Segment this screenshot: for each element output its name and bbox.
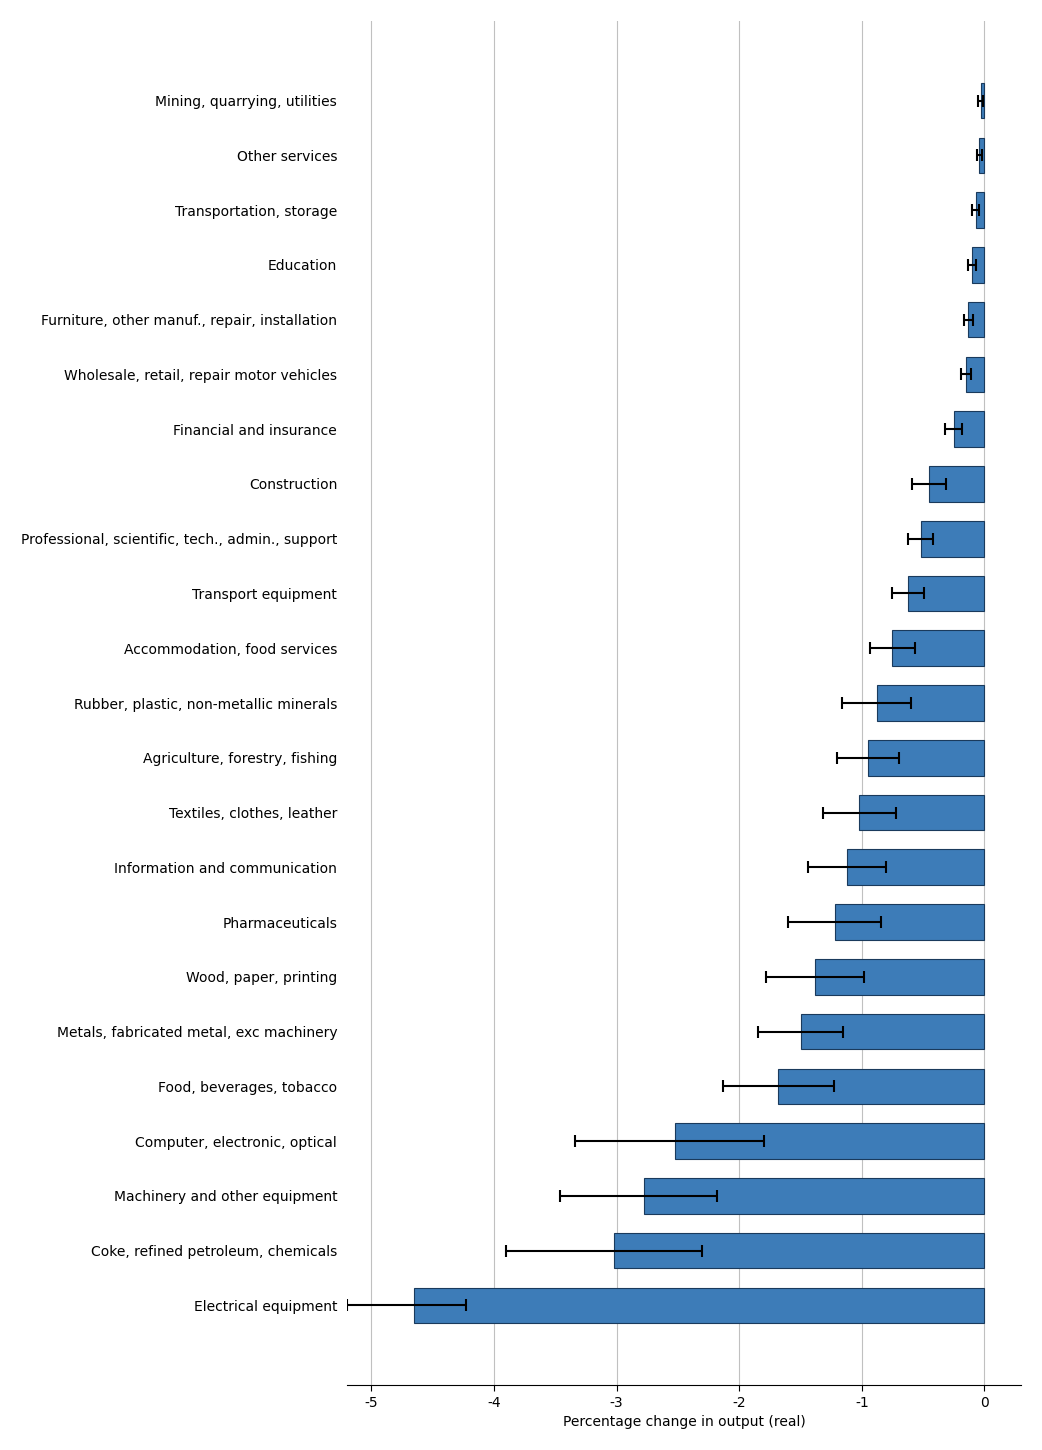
Bar [953, 412, 985, 447]
Bar [876, 686, 985, 721]
Bar [860, 795, 985, 831]
Bar [968, 302, 985, 338]
Bar [778, 1069, 985, 1103]
Bar [972, 247, 985, 283]
Bar [847, 850, 985, 884]
Bar [835, 905, 985, 940]
Bar [981, 83, 985, 119]
Bar [800, 1014, 985, 1050]
Bar [966, 357, 985, 393]
Bar [979, 138, 985, 173]
Bar [975, 193, 985, 228]
Bar [415, 1288, 985, 1324]
Bar [909, 576, 985, 612]
Bar [892, 631, 985, 666]
X-axis label: Percentage change in output (real): Percentage change in output (real) [563, 1415, 805, 1430]
Bar [614, 1232, 985, 1269]
Bar [815, 958, 985, 995]
Bar [868, 740, 985, 776]
Bar [921, 521, 985, 557]
Bar [929, 465, 985, 502]
Bar [644, 1177, 985, 1214]
Bar [675, 1124, 985, 1159]
